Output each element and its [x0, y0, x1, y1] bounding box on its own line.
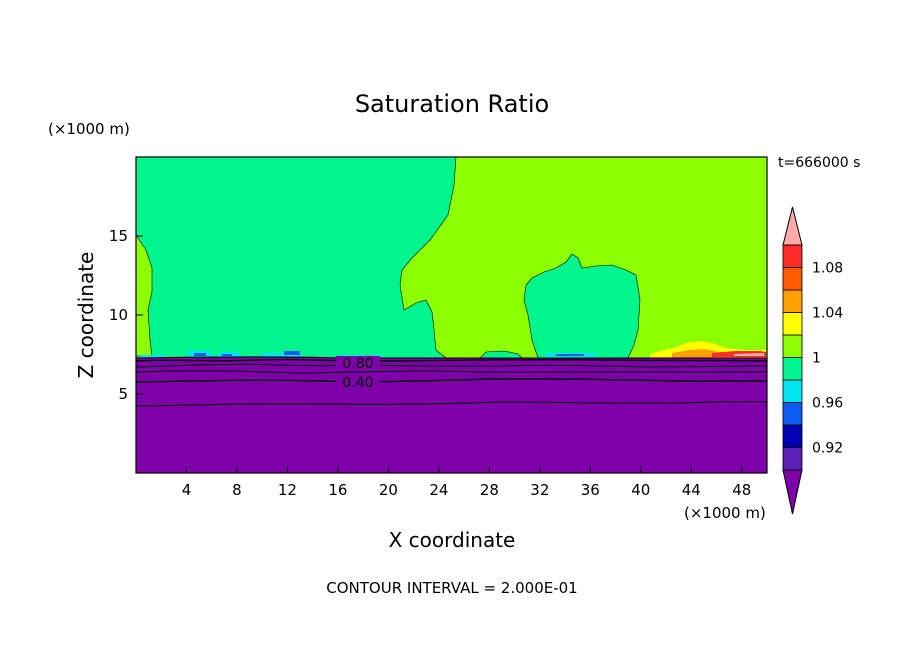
y-unit-label: (×1000 m)	[48, 120, 130, 138]
x-axis: 4 8 12 16 20 24 28 32 36 40 44 48	[182, 466, 751, 499]
contour-label-040: 0.40	[342, 375, 373, 391]
colorbar-tick-label: 1	[812, 351, 821, 367]
x-tick-label: 16	[328, 481, 347, 499]
y-tick-label: 5	[118, 385, 128, 403]
colorbar-swatch	[782, 379, 803, 403]
x-tick-label: 36	[581, 481, 600, 499]
saturated-region-left	[135, 156, 457, 359]
x-tick-label: 40	[631, 481, 650, 499]
colorbar-swatch	[782, 357, 803, 381]
x-axis-label: X coordinate	[389, 528, 516, 552]
contour-lines	[135, 356, 768, 407]
colorbar-swatch	[782, 312, 803, 336]
colorbar: 0.92 0.96 1 1.04 1.08	[782, 206, 843, 515]
colorbar-swatch	[782, 402, 803, 426]
colorbar-swatch	[782, 244, 803, 268]
x-tick-label: 20	[379, 481, 398, 499]
colorbar-swatch	[782, 289, 803, 313]
y-axis: 5 10 15	[109, 227, 143, 403]
colorbar-under-triangle	[782, 469, 803, 515]
dry-layer-region	[136, 357, 767, 473]
saturated-region-right	[523, 253, 641, 359]
x-unit-label: (×1000 m)	[684, 504, 766, 522]
colorbar-over-triangle	[782, 206, 803, 246]
x-tick-label: 32	[530, 481, 549, 499]
x-tick-label: 4	[182, 481, 192, 499]
contour-label-080: 0.80	[342, 356, 373, 372]
contour-interval-label: CONTOUR INTERVAL = 2.000E-01	[326, 579, 577, 597]
y-axis-label: Z coordinate	[74, 252, 98, 379]
time-label: t=666000 s	[778, 155, 860, 171]
colorbar-swatch	[782, 334, 803, 358]
colorbar-swatch	[782, 267, 803, 291]
supersaturated-patch	[650, 341, 766, 358]
x-tick-label: 44	[682, 481, 701, 499]
y-tick-label: 15	[109, 227, 128, 245]
y-tick-label: 10	[109, 306, 128, 324]
plot-area: 0.80 0.40	[135, 156, 768, 474]
chart-title: Saturation Ratio	[355, 90, 549, 118]
x-tick-label: 48	[732, 481, 751, 499]
colorbar-tick-label: 1.08	[812, 261, 843, 277]
x-tick-label: 12	[278, 481, 297, 499]
x-tick-label: 28	[480, 481, 499, 499]
x-tick-label: 24	[429, 481, 448, 499]
colorbar-tick-label: 0.92	[812, 441, 843, 457]
colorbar-swatch	[782, 424, 803, 448]
x-tick-label: 8	[232, 481, 242, 499]
colorbar-tick-label: 1.04	[812, 306, 843, 322]
colorbar-swatch	[782, 447, 803, 471]
colorbar-tick-label: 0.96	[812, 396, 843, 412]
